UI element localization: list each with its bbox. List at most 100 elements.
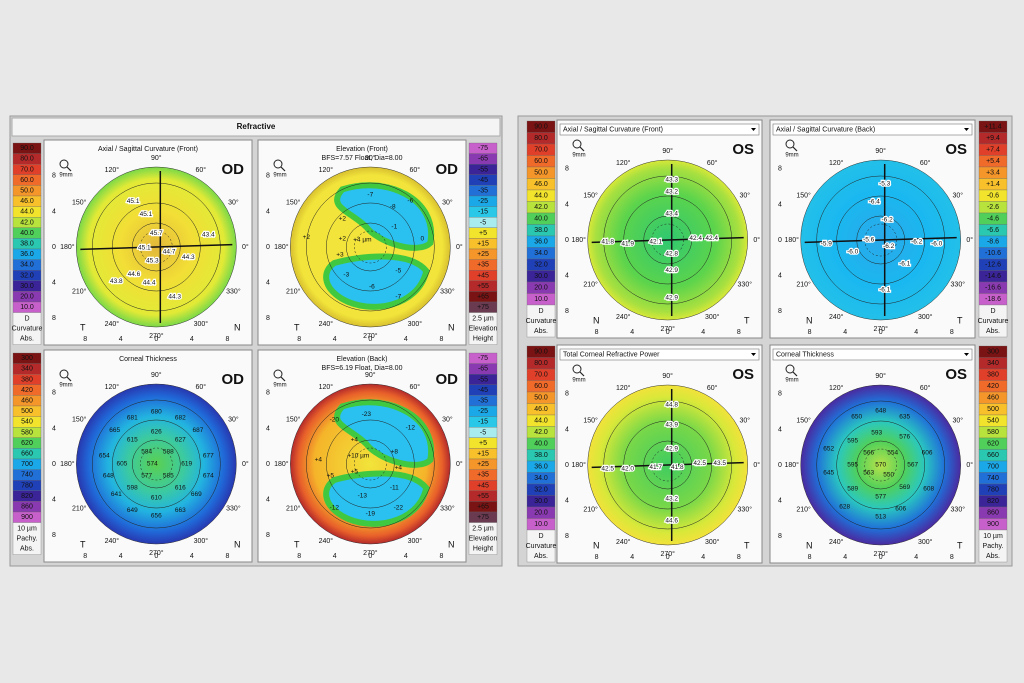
y-axis-label: 4 bbox=[778, 497, 782, 504]
map-value: 641 bbox=[111, 491, 122, 498]
map-value: 665 bbox=[109, 427, 120, 434]
map-value: 645 bbox=[823, 470, 834, 477]
map-value: 569 bbox=[899, 484, 910, 491]
compass-label: 180° bbox=[571, 236, 586, 244]
map-title: Elevation (Front) bbox=[336, 146, 388, 153]
map-value: -13 bbox=[358, 493, 368, 500]
eye-label: OS bbox=[732, 141, 754, 158]
scale-label: 32.0 bbox=[534, 487, 548, 494]
ring bbox=[326, 419, 415, 509]
side-label: T bbox=[957, 540, 963, 550]
eye-label: OD bbox=[222, 161, 245, 178]
ring bbox=[816, 175, 945, 305]
side-label: T bbox=[80, 322, 86, 332]
scale-label: -10.6 bbox=[985, 250, 1001, 257]
compass-label: 180° bbox=[274, 460, 289, 468]
x-axis-label: 4 bbox=[333, 553, 337, 560]
scale-label: 420 bbox=[21, 387, 33, 394]
map-value: 615 bbox=[127, 437, 138, 444]
compass-label: 30° bbox=[739, 416, 750, 424]
map-title: Axial / Sagittal Curvature (Front) bbox=[563, 126, 663, 133]
compass-label: 0° bbox=[966, 236, 973, 244]
map-value: 610 bbox=[151, 494, 162, 501]
map-value: 648 bbox=[103, 473, 114, 480]
scale-label: +15 bbox=[477, 451, 489, 458]
scale-label: -55 bbox=[478, 376, 488, 383]
map-value: -6 bbox=[369, 284, 375, 291]
map-value: 595 bbox=[847, 462, 858, 469]
map-value: 41.9 bbox=[621, 241, 634, 248]
scale-label: -55 bbox=[478, 166, 488, 173]
map-value: 682 bbox=[175, 414, 186, 421]
compass-label: 150° bbox=[796, 191, 811, 199]
scale-label: 10.0 bbox=[534, 521, 548, 528]
scale-label: +35 bbox=[477, 262, 489, 269]
pupil-outline bbox=[140, 447, 173, 481]
map-value: 45.1 bbox=[127, 198, 140, 205]
compass-label: 210° bbox=[583, 280, 598, 288]
scale-label: 36.0 bbox=[534, 464, 548, 471]
zoom-icon-handle bbox=[280, 166, 286, 172]
y-axis-label: 4 bbox=[266, 208, 270, 215]
map-value: 44.7 bbox=[163, 249, 176, 256]
zoom-label: 9mm bbox=[59, 173, 72, 179]
scale-label: -0.6 bbox=[987, 193, 999, 200]
compass-label: 180° bbox=[60, 460, 75, 468]
scale-label: 32.0 bbox=[534, 262, 548, 269]
scale-label: 50.0 bbox=[20, 188, 34, 195]
x-axis-label: 0 bbox=[368, 553, 372, 560]
eye-label: OS bbox=[945, 366, 967, 383]
map-value: -20 bbox=[330, 417, 340, 424]
x-axis-label: 4 bbox=[843, 554, 847, 561]
map-value: 45.7 bbox=[150, 230, 163, 237]
compass-label: 300° bbox=[194, 537, 209, 545]
map-value: +2 bbox=[339, 216, 347, 223]
scale-footer-label: 2.5 µm bbox=[472, 315, 494, 322]
map-value: +4 µm bbox=[353, 237, 371, 244]
y-axis-label: 4 bbox=[52, 496, 56, 503]
side-label: N bbox=[234, 539, 241, 549]
y-axis-label: 4 bbox=[52, 208, 56, 215]
scale-label: 20.0 bbox=[20, 294, 34, 301]
x-axis-label: 0 bbox=[666, 329, 670, 336]
ring bbox=[306, 399, 435, 529]
scale-label: +65 bbox=[477, 504, 489, 511]
map-value: -22 bbox=[394, 505, 404, 512]
map-value: +10 µm bbox=[347, 453, 369, 460]
zoom-icon-handle bbox=[66, 166, 72, 172]
side-label: T bbox=[294, 322, 300, 332]
scale-label: 660 bbox=[987, 452, 999, 459]
scale-label: 70.0 bbox=[534, 147, 548, 154]
map-value: 43.8 bbox=[110, 278, 123, 285]
map-value: -7 bbox=[367, 192, 373, 199]
scale-label: 38.0 bbox=[534, 452, 548, 459]
map-selector[interactable] bbox=[772, 348, 973, 361]
scale-label: +45 bbox=[477, 272, 489, 279]
x-axis-label: 8 bbox=[808, 554, 812, 561]
compass-label: 60° bbox=[196, 383, 207, 391]
map-selector[interactable] bbox=[772, 123, 973, 136]
meridian bbox=[591, 236, 744, 244]
map-value: -6.2 bbox=[881, 217, 893, 224]
side-label: N bbox=[806, 540, 813, 550]
compass-label: 150° bbox=[583, 416, 598, 424]
scale-label: +11.4 bbox=[984, 124, 1001, 131]
scale-label: 40.0 bbox=[534, 441, 548, 448]
compass-label: 300° bbox=[918, 313, 933, 321]
y-axis-label: 4 bbox=[266, 425, 270, 432]
compass-label: 330° bbox=[440, 504, 455, 512]
compass-label: 240° bbox=[616, 538, 631, 546]
map-selector[interactable] bbox=[559, 123, 760, 136]
scale-footer-label: Curvature bbox=[526, 318, 557, 325]
scale-label: -5 bbox=[480, 429, 486, 436]
map-value: -6.0 bbox=[847, 249, 859, 256]
scale-label: -15 bbox=[478, 419, 488, 426]
map-selector[interactable] bbox=[559, 348, 760, 361]
scale-label: +5 bbox=[479, 230, 487, 237]
compass-label: 60° bbox=[410, 166, 421, 174]
map-value: 584 bbox=[141, 449, 152, 456]
map-value: -1 bbox=[391, 224, 397, 231]
scale-label: 900 bbox=[987, 521, 999, 528]
scale-label: 20.0 bbox=[534, 510, 548, 517]
